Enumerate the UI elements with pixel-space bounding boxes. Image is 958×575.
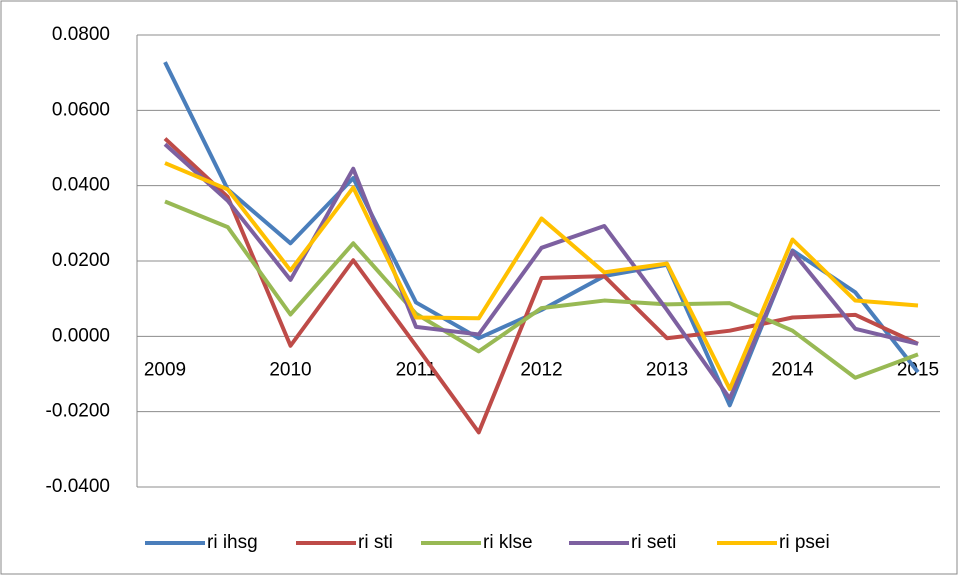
y-tick-label: 0.0000 — [52, 325, 110, 346]
x-tick-label: 2011 — [396, 359, 437, 380]
legend-label: ri psei — [779, 532, 830, 553]
legend-label: ri klse — [483, 532, 533, 553]
y-tick-label: 0.0200 — [52, 250, 110, 271]
y-tick-label: 0.0400 — [52, 175, 110, 196]
series-line — [163, 137, 919, 435]
legend-label: ri seti — [631, 532, 676, 553]
x-tick-label: 2013 — [646, 359, 688, 380]
y-tick-label: -0.0200 — [46, 401, 110, 422]
series-line — [163, 142, 919, 401]
legend-label: ri sti — [358, 532, 393, 553]
series-line — [164, 199, 919, 380]
x-tick-label: 2012 — [520, 359, 562, 380]
x-tick-label: 2010 — [269, 359, 311, 380]
series-line — [164, 161, 919, 392]
y-tick-label: 0.0800 — [52, 24, 110, 45]
x-tick-label: 2009 — [144, 359, 186, 380]
x-tick-label: 2014 — [771, 359, 814, 380]
y-tick-label: -0.0400 — [46, 476, 110, 497]
y-tick-label: 0.0600 — [52, 99, 110, 120]
legend-label: ri ihsg — [207, 532, 258, 553]
